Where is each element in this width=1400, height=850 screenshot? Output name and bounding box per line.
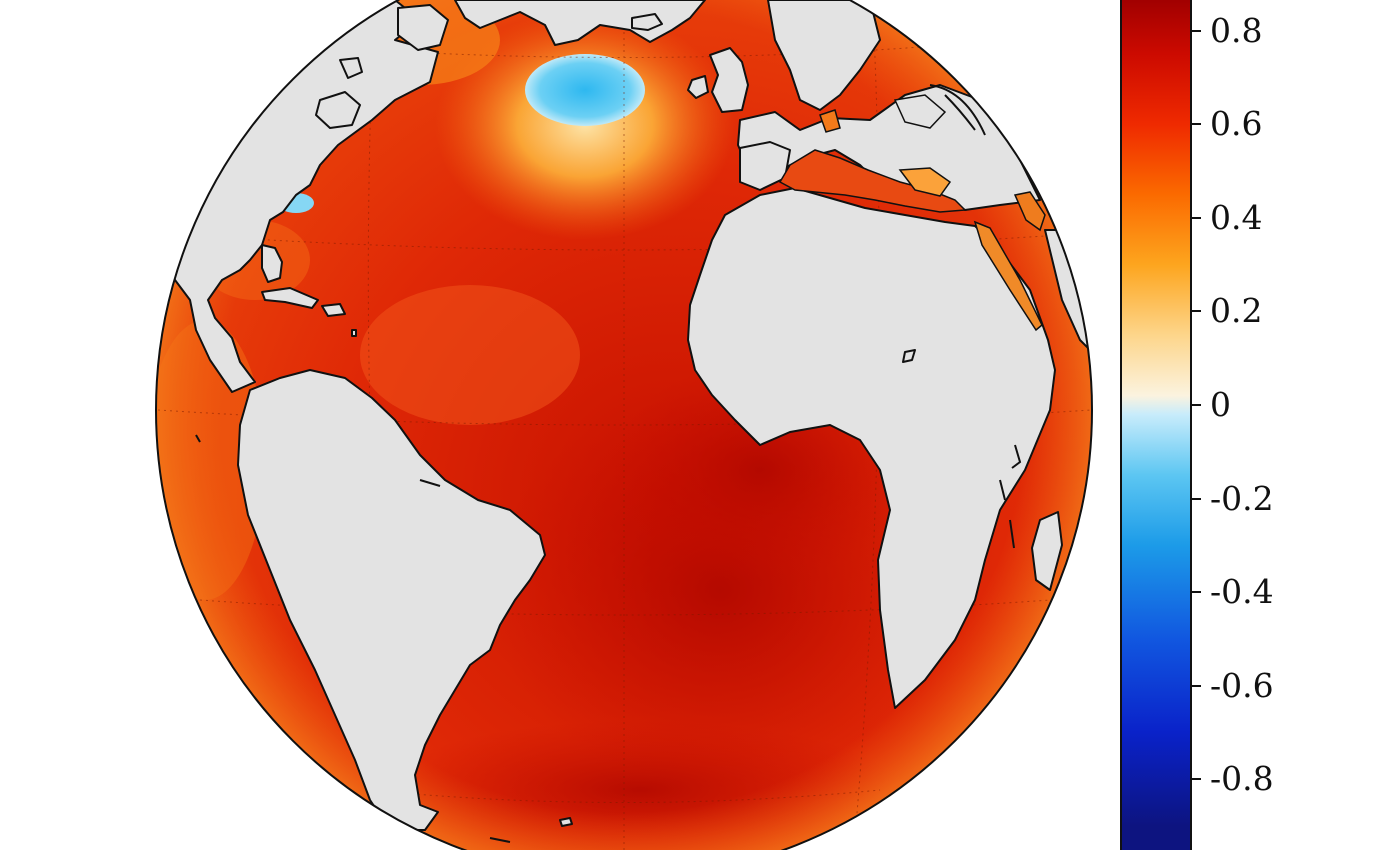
black-sea [893, 94, 947, 129]
colorbar-tick-mark [1192, 778, 1201, 781]
coastline-details [195, 84, 1022, 843]
colorbar-tick-label: 0 [1210, 385, 1231, 424]
colorbar-tick-mark [1192, 497, 1201, 500]
colorbar-tick-label: -0.6 [1210, 665, 1274, 705]
sahara-lake-land [902, 349, 916, 363]
colorbar-tick-label: 0.6 [1210, 104, 1263, 144]
cuba-land [261, 287, 319, 309]
florida-land [261, 244, 283, 283]
colorbar-tick-label: 0.2 [1210, 291, 1263, 331]
colorbar [1120, 0, 1192, 850]
colorbar-tick-label: 0.4 [1210, 197, 1263, 237]
aegean-sea [898, 167, 952, 197]
madagascar-land [1031, 511, 1063, 591]
antilles-land [351, 329, 357, 337]
colorbar-tick-mark [1192, 29, 1201, 32]
africa-land [687, 187, 1056, 709]
mediterranean-sea [778, 149, 967, 213]
colorbar-tick-mark [1192, 684, 1201, 687]
arctic-island-land-2 [339, 57, 363, 79]
hispaniola-land [321, 303, 346, 317]
colorbar-tick-mark [1192, 404, 1201, 406]
red-sea [973, 220, 1043, 332]
subpolar-gyre-cold-patch [525, 54, 645, 126]
globe-outline [155, 0, 1093, 850]
ireland-land [687, 75, 709, 99]
colorbar-tick-label: -0.4 [1210, 572, 1274, 612]
scandinavia-land [767, 0, 881, 111]
colorbar-ticks: 0.8 0.6 0.4 0.2 0 -0.2 -0.4 -0.6 -0.8 [1192, 0, 1400, 850]
iceland-land [631, 13, 663, 31]
greenland-land [454, 0, 706, 46]
great-britain-land [709, 47, 749, 113]
baffin-island-land [397, 4, 449, 51]
globe-clipped-content [156, 0, 1092, 850]
colorbar-tick-label: -0.2 [1210, 478, 1274, 518]
south-georgia-land [559, 817, 573, 827]
inland-seas [778, 94, 1046, 332]
south-america-land [237, 369, 546, 831]
colorbar-tick-mark [1192, 310, 1201, 313]
persian-gulf [1013, 191, 1046, 232]
colorbar-tick-label: -0.8 [1210, 759, 1274, 799]
colorbar-tick-mark [1192, 591, 1201, 594]
globe-map [155, 0, 1093, 850]
colorbar-tick-label: 0.8 [1210, 10, 1263, 50]
colorbar-tick-mark [1192, 216, 1201, 219]
colorbar-tick-mark [1192, 123, 1201, 126]
arctic-island-land [315, 91, 361, 129]
baltic-sea [819, 109, 841, 133]
